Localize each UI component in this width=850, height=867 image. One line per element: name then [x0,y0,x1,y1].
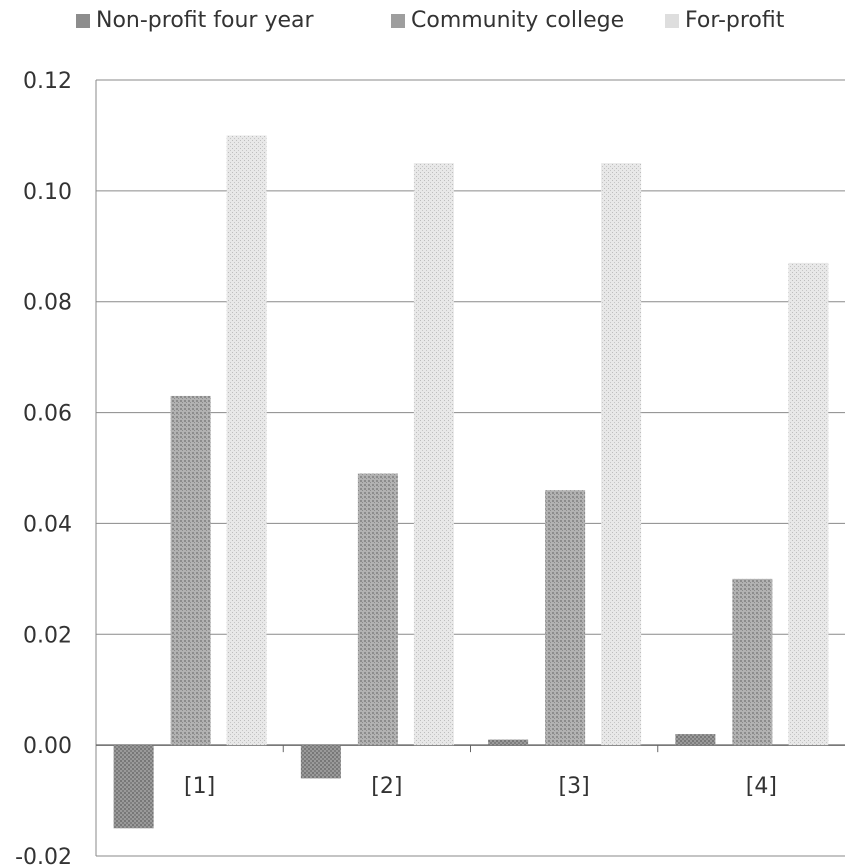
legend-item-non-profit: Non-profit four year [76,8,314,33]
bar-for-profit-2 [413,163,454,746]
y-tick-label: 0.06 [23,402,72,427]
category-label: [4] [746,774,777,799]
y-tick-label: 0.04 [23,512,72,537]
legend-item-community-college: Community college [391,8,624,33]
legend-label-non-profit: Non-profit four year [96,8,314,33]
category-label: [3] [559,774,590,799]
legend: Non-profit four year Community college F… [0,8,850,48]
legend-swatch-for-profit [665,13,679,28]
category-labels: [1] [2] [3] [4] [184,774,777,799]
bars [113,135,829,829]
bar-for-profit-3 [601,163,642,746]
legend-item-for-profit: For-profit [665,8,784,33]
legend-swatch-non-profit [76,13,90,28]
category-label: [2] [371,774,402,799]
y-tick-label: -0.02 [15,845,72,867]
bar-for-profit-1 [226,135,267,746]
bar-community-college-2 [357,473,398,746]
y-tick-label: 0.10 [23,180,72,205]
y-tick-label: 0.00 [23,734,72,759]
y-tick-labels: -0.02 0.00 0.02 0.04 0.06 0.08 0.10 0.12 [15,69,72,867]
axes [95,79,845,857]
bar-community-college-1 [170,395,211,746]
y-tick-label: 0.02 [23,623,72,648]
bar-non-profit-3 [488,739,529,746]
bar-for-profit-4 [788,262,829,746]
legend-swatch-community-college [391,13,405,28]
legend-label-for-profit: For-profit [685,8,785,33]
category-label: [1] [184,774,215,799]
bar-non-profit-4 [675,734,716,746]
bar-community-college-4 [732,578,773,746]
y-tick-label: 0.08 [23,291,72,316]
bar-non-profit-2 [300,745,341,779]
y-tick-label: 0.12 [23,69,72,94]
bar-community-college-3 [545,490,586,746]
bar-non-profit-1 [113,745,154,829]
legend-label-community-college: Community college [411,8,625,33]
